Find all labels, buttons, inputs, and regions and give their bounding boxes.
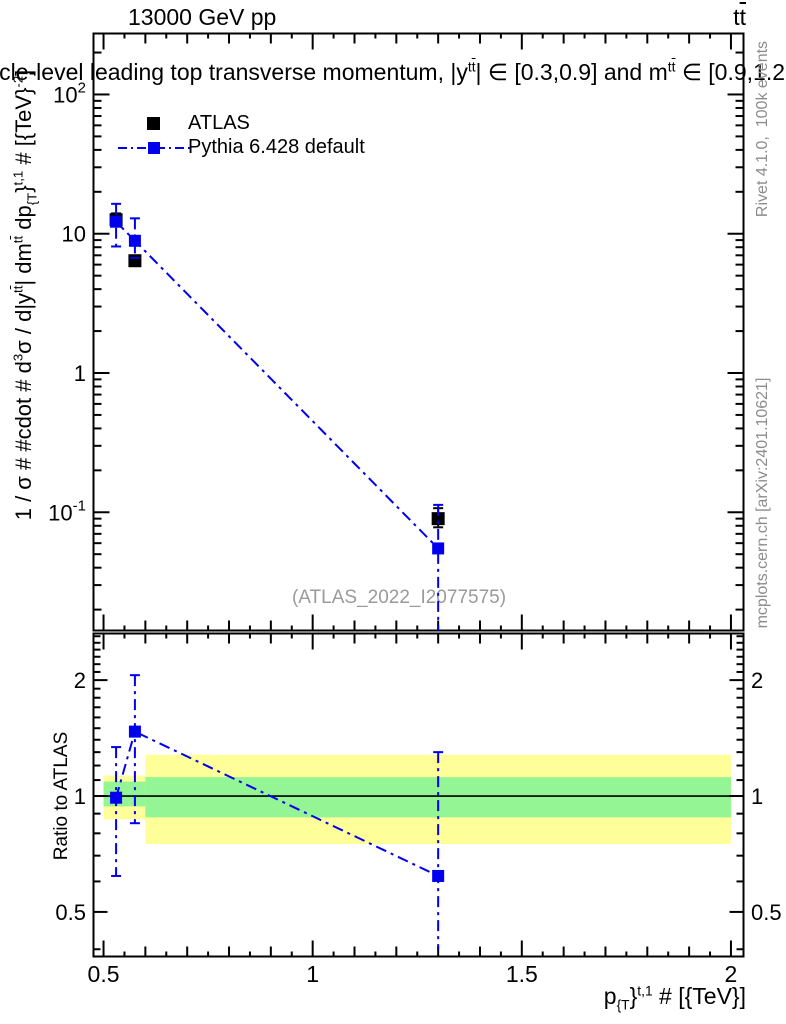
beam-energy-label: 13000 GeV pp	[128, 4, 277, 30]
svg-text:0.5: 0.5	[55, 900, 86, 925]
svg-text:2: 2	[74, 668, 86, 693]
process-label: tt	[733, 4, 746, 30]
x-axis-title: p{T}t,1 # [{TeV}]	[603, 983, 746, 1013]
watermark: (ATLAS_2022_I2077575)	[291, 587, 507, 608]
svg-text:10: 10	[62, 222, 86, 247]
svg-text:0.5: 0.5	[88, 961, 120, 987]
legend-label-atlas: ATLAS	[188, 112, 250, 134]
svg-text:1: 1	[751, 784, 763, 809]
svg-text:10-1: 10-1	[48, 497, 86, 525]
svg-text:2: 2	[725, 961, 738, 987]
rivet-version-note: Rivet 4.1.0, 100k events	[754, 40, 771, 218]
legend-label-pythia: Pythia 6.428 default	[188, 136, 365, 158]
svg-text:1: 1	[74, 784, 86, 809]
atlas-marker-swatch	[147, 117, 160, 130]
y-axis-title-main: 1 / σ # #cdot # d3σ / d|ytt| dmtt dp{T}t…	[10, 69, 40, 521]
svg-text:102: 102	[53, 79, 86, 107]
pythia-line-swatch	[118, 142, 190, 154]
svg-text:1: 1	[306, 961, 319, 987]
svg-text:1: 1	[74, 361, 86, 386]
svg-text:2: 2	[751, 668, 763, 693]
plot-title: icle-level leading top transverse moment…	[0, 59, 786, 85]
svg-text:0.5: 0.5	[751, 900, 782, 925]
mcplots-note: mcplots.cern.ch [arXiv:2401.10621]	[754, 377, 771, 629]
y-axis-title-ratio: Ratio to ATLAS	[51, 731, 72, 861]
svg-text:1.5: 1.5	[506, 961, 538, 987]
